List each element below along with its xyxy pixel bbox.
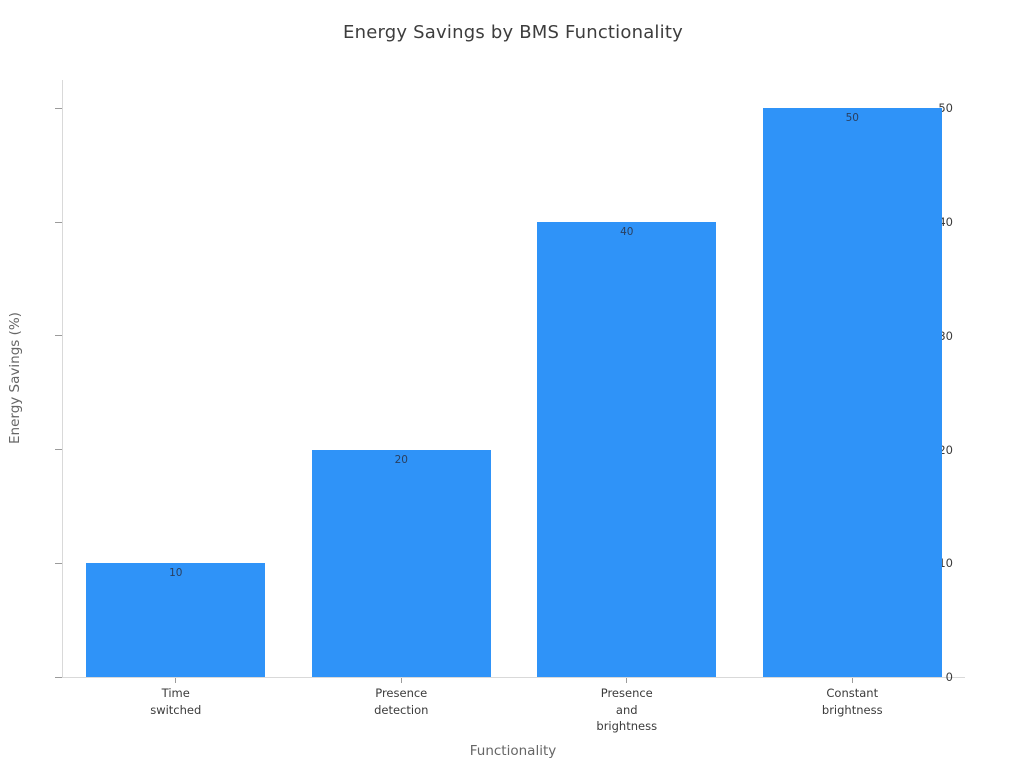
- bar-value-label: 10: [169, 567, 183, 580]
- x-tick-label: Constant brightness: [821, 686, 883, 717]
- bar-3: 40: [537, 222, 717, 677]
- bar-value-label: 40: [620, 226, 634, 239]
- x-tick-label: Time switched: [150, 686, 202, 717]
- y-tick-mark: [55, 449, 62, 451]
- x-tick-label: Presence detection: [374, 686, 429, 717]
- y-tick-mark: [55, 676, 62, 678]
- y-tick-mark: [55, 107, 62, 109]
- y-tick-label: 20: [938, 442, 953, 457]
- bar-1: 10: [86, 563, 266, 677]
- x-tick-mark: [175, 678, 177, 683]
- y-axis-title: Energy Savings (%): [7, 312, 23, 445]
- y-tick-label: 30: [938, 328, 953, 343]
- x-tick-mark: [626, 678, 628, 683]
- y-tick-label: 10: [938, 556, 953, 571]
- bar-value-label: 50: [845, 112, 859, 125]
- y-tick-label: 0: [945, 670, 953, 684]
- x-tick-mark: [400, 678, 402, 683]
- bar-value-label: 20: [394, 453, 408, 466]
- y-tick-label: 40: [938, 215, 953, 230]
- x-tick-mark: [851, 678, 853, 683]
- chart-title: Energy Savings by BMS Functionality: [343, 22, 683, 43]
- y-tick-mark: [55, 335, 62, 337]
- bar-4: 50: [762, 108, 942, 677]
- bar-2: 20: [311, 449, 491, 677]
- y-tick-label: 50: [938, 101, 953, 116]
- plot-area: 0 10 20 30 40 50 10 Time switched 20 Presence det…: [55, 80, 965, 733]
- y-tick-mark: [55, 221, 62, 223]
- x-axis-title: Functionality: [469, 743, 557, 759]
- y-tick-mark: [55, 562, 62, 564]
- x-tick-label: Presence and brightness: [596, 686, 658, 733]
